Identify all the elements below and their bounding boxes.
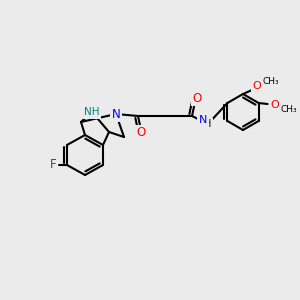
Text: F: F xyxy=(50,158,56,172)
Text: O: O xyxy=(192,92,202,104)
Text: O: O xyxy=(136,127,146,140)
Text: N: N xyxy=(199,115,207,125)
Text: H: H xyxy=(204,119,212,129)
Text: N: N xyxy=(112,107,120,121)
Text: O: O xyxy=(270,100,279,110)
Text: CH₃: CH₃ xyxy=(263,77,279,86)
Text: NH: NH xyxy=(84,107,100,117)
Text: O: O xyxy=(253,81,261,91)
Text: CH₃: CH₃ xyxy=(280,104,297,113)
